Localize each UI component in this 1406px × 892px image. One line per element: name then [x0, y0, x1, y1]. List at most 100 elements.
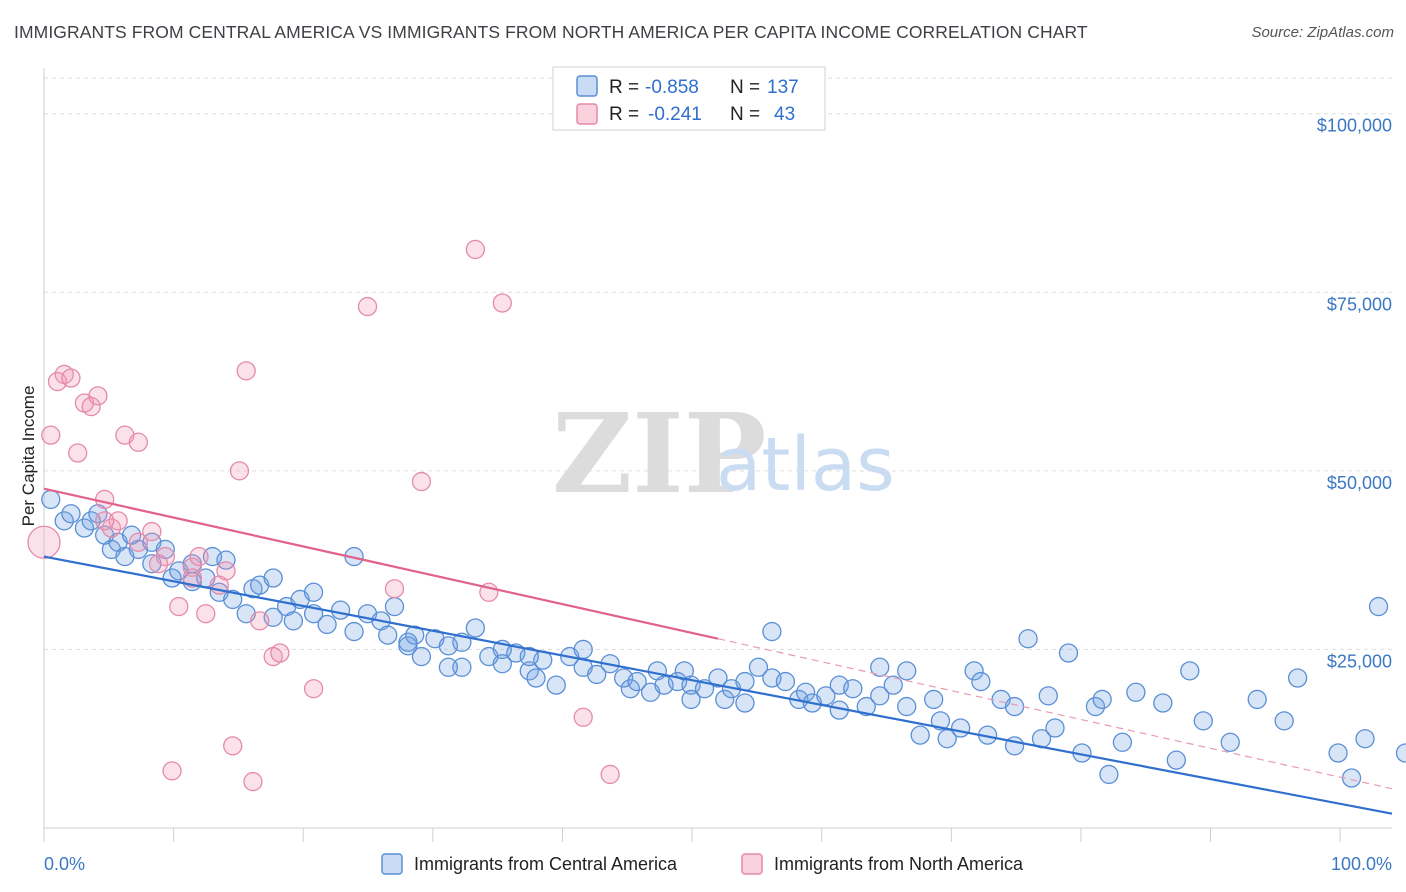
point-1-41 [95, 511, 115, 531]
point-0-73 [708, 668, 728, 688]
point-1-16 [155, 546, 175, 567]
legend: R = -0.858 N = 137 R = -0.241 N = 43 [552, 66, 826, 131]
point-1-28 [243, 771, 263, 792]
point-0-33 [303, 582, 324, 602]
point-0-1 [54, 511, 74, 531]
point-1-25 [223, 736, 243, 756]
point-0-94 [910, 725, 930, 745]
point-1-4 [61, 368, 81, 388]
point-0-115 [1126, 682, 1146, 702]
legend-box [552, 66, 826, 131]
point-0-98 [950, 718, 971, 738]
bottom-legend-label-1: Immigrants from North America [774, 854, 1024, 874]
data-points [27, 239, 1406, 792]
bottom-legend-swatch-pink [741, 853, 763, 875]
x-tick-label-0: 0.0% [44, 854, 85, 874]
point-1-31 [270, 643, 290, 663]
point-0-112 [1092, 689, 1112, 710]
point-1-17 [162, 761, 182, 781]
point-0-61 [587, 664, 607, 685]
point-0-108 [1045, 718, 1065, 738]
point-1-9 [95, 489, 115, 510]
point-1-22 [196, 604, 216, 624]
point-0-128 [1395, 743, 1406, 763]
watermark: ZIP atlas [552, 389, 895, 518]
y-tick-label-3: $100,000 [1317, 116, 1392, 136]
point-1-13 [128, 432, 149, 452]
point-1-19 [182, 557, 202, 577]
point-0-117 [1166, 750, 1186, 770]
point-0-130 [398, 632, 418, 652]
legend-n-value-1: 43 [774, 104, 795, 125]
point-0-35 [330, 600, 351, 620]
point-0-41 [384, 596, 405, 617]
chart-title: IMMIGRANTS FROM CENTRAL AMERICA VS IMMIG… [14, 22, 1088, 42]
point-0-134 [735, 693, 755, 713]
point-0-127 [1368, 596, 1389, 617]
trend-lines [43, 487, 1393, 815]
point-0-77 [748, 657, 769, 677]
point-0-89 [870, 657, 890, 677]
point-0-47 [452, 657, 472, 677]
point-0-23 [223, 589, 243, 610]
point-0-99 [964, 661, 984, 681]
point-1-26 [229, 461, 250, 481]
legend-r-label-1: R = [609, 104, 639, 125]
trend-line-north-america [43, 487, 719, 640]
point-1-21 [189, 546, 209, 567]
point-0-74 [715, 689, 735, 710]
point-0-90 [870, 686, 890, 706]
point-0-80 [775, 671, 796, 692]
y-tick-label-2: $75,000 [1327, 294, 1392, 314]
point-0-123 [1287, 668, 1308, 688]
point-1-29 [250, 611, 270, 631]
bottom-legend: Immigrants from Central America Immigran… [381, 853, 1024, 875]
point-1-0 [27, 525, 61, 559]
point-0-60 [573, 639, 593, 660]
point-1-18 [169, 596, 189, 617]
point-0-40 [378, 625, 398, 645]
point-0-3 [74, 518, 95, 538]
legend-n-label-1: N = [730, 104, 760, 125]
point-0-132 [519, 646, 539, 667]
point-0-87 [843, 679, 863, 699]
point-0-30 [283, 611, 304, 631]
y-tick-label-0: $25,000 [1327, 651, 1392, 671]
point-1-35 [411, 471, 432, 492]
point-1-1 [41, 425, 61, 445]
point-0-34 [317, 614, 337, 635]
point-0-2 [61, 504, 81, 524]
point-0-0 [41, 489, 61, 510]
point-0-43 [405, 625, 425, 645]
point-0-65 [627, 671, 647, 692]
trend-line-north-america-extension [717, 638, 1393, 790]
y-axis-label: Per Capita Income [19, 386, 38, 527]
point-0-126 [1355, 729, 1375, 749]
point-1-36 [465, 239, 486, 260]
point-1-5 [68, 443, 88, 463]
bottom-legend-label-0: Immigrants from Central America [414, 854, 678, 874]
legend-n-value-0: 137 [767, 77, 799, 98]
point-1-42 [128, 532, 149, 552]
point-1-7 [81, 396, 101, 417]
point-0-131 [438, 657, 459, 677]
point-0-109 [1058, 643, 1079, 663]
point-0-111 [1085, 696, 1106, 717]
point-0-22 [216, 550, 236, 570]
watermark-atlas: atlas [716, 422, 895, 508]
point-0-118 [1180, 661, 1200, 681]
point-0-91 [883, 675, 903, 695]
point-0-116 [1153, 693, 1173, 713]
point-0-79 [762, 621, 782, 642]
point-0-122 [1274, 711, 1294, 731]
point-0-103 [1004, 696, 1025, 717]
point-0-37 [344, 621, 364, 642]
point-1-27 [236, 361, 256, 381]
watermark-zip: ZIP [552, 389, 766, 518]
point-0-76 [735, 671, 755, 692]
point-0-4 [81, 511, 101, 531]
point-0-54 [519, 661, 539, 681]
point-0-52 [492, 654, 512, 674]
point-1-39 [573, 707, 593, 727]
